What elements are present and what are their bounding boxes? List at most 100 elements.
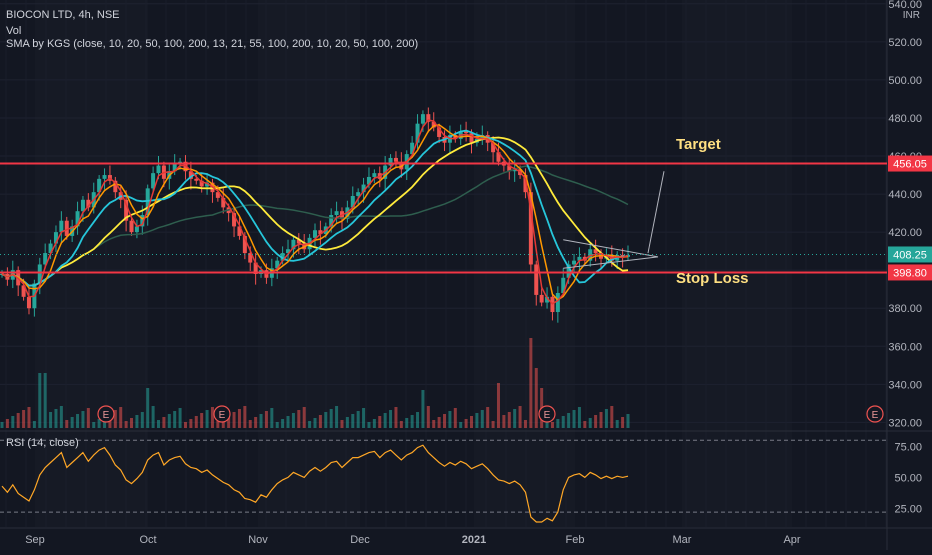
volume-bar	[200, 413, 204, 428]
candle	[313, 230, 317, 238]
candle	[534, 264, 539, 295]
volume-bar	[432, 420, 436, 428]
candle	[134, 226, 139, 233]
candle	[129, 220, 134, 233]
candle	[437, 127, 442, 137]
candle	[59, 220, 64, 233]
volume-bar	[426, 406, 430, 428]
candle	[48, 243, 53, 254]
volume-bar	[194, 416, 198, 428]
candle	[366, 176, 371, 185]
sma-legend: SMA by KGS (close, 10, 20, 50, 100, 200,…	[6, 38, 419, 50]
volume-bar	[550, 422, 554, 428]
earnings-marker-label: E	[219, 410, 226, 421]
candle	[528, 192, 533, 265]
earnings-marker[interactable]	[538, 405, 556, 423]
volume-bar	[167, 414, 171, 428]
volume-bar	[389, 410, 393, 428]
volume-bar	[367, 422, 371, 428]
candle	[97, 178, 102, 193]
volume-bar	[475, 413, 479, 428]
volume-bar	[356, 411, 360, 428]
volume-bar	[308, 421, 312, 428]
earnings-marker[interactable]	[213, 405, 231, 423]
volume-bar	[275, 422, 279, 428]
volume-bar	[0, 422, 4, 428]
volume-bar	[76, 414, 80, 428]
time-tick-label: Nov	[248, 534, 268, 546]
volume-bar	[97, 419, 101, 428]
candle	[512, 169, 517, 172]
triangle-pattern	[563, 239, 659, 269]
earnings-marker[interactable]	[866, 405, 884, 423]
candle	[172, 163, 177, 172]
candle	[491, 142, 496, 153]
candle	[26, 296, 31, 309]
price-tick-label: 320.00	[888, 417, 922, 429]
volume-bar	[399, 421, 403, 428]
earnings-marker[interactable]	[97, 405, 115, 423]
volume-bar	[621, 417, 625, 428]
candle	[361, 184, 366, 193]
time-tick-label: Apr	[783, 534, 800, 546]
candle	[593, 249, 598, 254]
volume-bar	[297, 410, 301, 428]
candle	[350, 195, 355, 208]
volume-bar	[173, 411, 177, 428]
volume-bar	[227, 415, 231, 428]
time-tick-label: 2021	[462, 534, 486, 546]
volume-bar	[248, 420, 252, 428]
candle	[420, 114, 425, 124]
volume-bar	[259, 414, 263, 428]
volume-bar	[281, 419, 285, 428]
volume-bar	[615, 420, 619, 428]
volume-bar	[54, 409, 58, 428]
volume-bar	[11, 416, 15, 428]
candle	[291, 239, 296, 250]
candle	[399, 161, 404, 170]
volume-bar	[502, 415, 506, 428]
volume-bar	[340, 420, 344, 428]
volume-bar	[453, 408, 457, 428]
price-tick-label: 360.00	[888, 341, 922, 353]
candle	[426, 114, 431, 122]
volume-bar	[378, 416, 382, 428]
symbol-title: BIOCON LTD, 4h, NSE	[6, 9, 120, 21]
volume-bar	[270, 408, 274, 428]
volume-bar	[588, 418, 592, 428]
volume-bar	[335, 406, 339, 428]
target-projection-line	[647, 171, 665, 254]
candle	[507, 165, 512, 172]
volume-bar	[534, 368, 538, 428]
price-tick-label: 540.00	[888, 0, 922, 11]
volume-bar	[65, 420, 69, 428]
candle	[572, 260, 577, 265]
background-band	[474, 0, 575, 527]
volume-bar	[43, 373, 47, 428]
sma-20-line	[1, 123, 629, 301]
volume-bar	[183, 422, 187, 428]
candle	[318, 230, 323, 235]
candle	[334, 211, 339, 215]
candle	[113, 180, 118, 193]
candle	[539, 294, 544, 303]
volume-bar	[221, 418, 225, 428]
volume-bar	[140, 412, 144, 428]
candle	[393, 157, 398, 162]
candle	[156, 165, 161, 174]
volume-bar	[437, 417, 441, 428]
rsi-legend: RSI (14, close)	[6, 437, 79, 449]
volume-bar	[286, 416, 290, 428]
volume-bar	[318, 415, 322, 428]
volume-bar	[216, 421, 220, 428]
volume-bar	[243, 406, 247, 428]
volume-bar	[157, 420, 160, 428]
candle	[410, 142, 415, 155]
time-tick-label: Mar	[673, 534, 692, 546]
volume-bar	[49, 412, 53, 428]
volume-bar	[362, 408, 366, 428]
time-tick-label: Feb	[566, 534, 585, 546]
price-tick-label: 440.00	[888, 189, 922, 201]
